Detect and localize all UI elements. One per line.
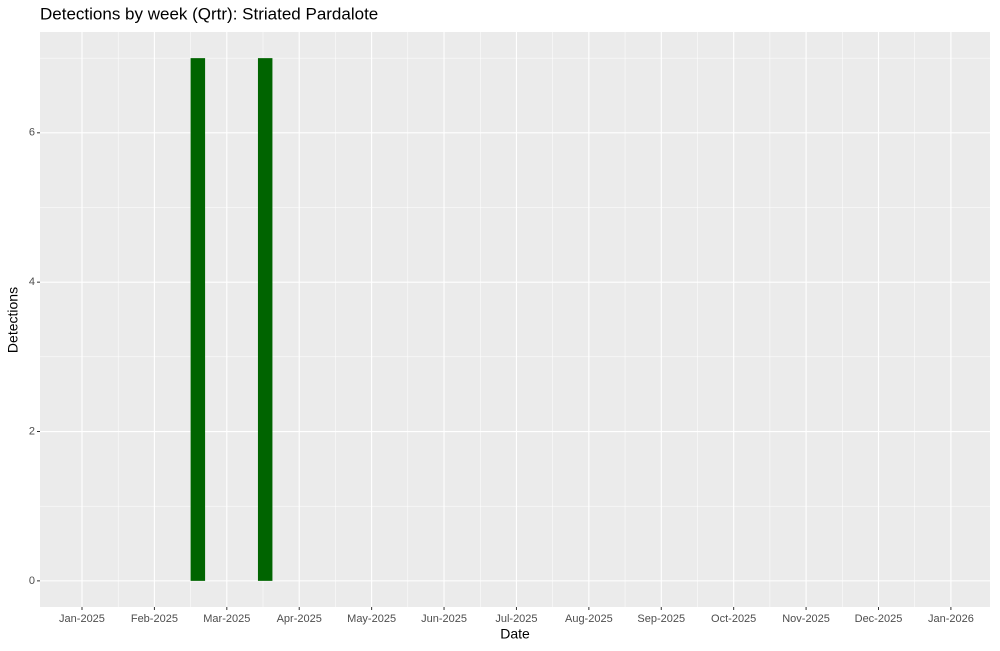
y-tick-label: 2 xyxy=(29,425,35,437)
y-tick-label: 6 xyxy=(29,127,35,139)
x-tick-label: Nov-2025 xyxy=(782,613,830,625)
x-axis-title: Date xyxy=(500,626,530,642)
x-tick-label: Oct-2025 xyxy=(711,613,756,625)
y-axis-title: Detections xyxy=(5,287,21,353)
panel xyxy=(40,32,990,607)
y-tick-label: 0 xyxy=(29,575,35,587)
x-tick-label: Jan-2025 xyxy=(59,613,105,625)
x-tick-label: Aug-2025 xyxy=(565,613,613,625)
x-tick-label: Mar-2025 xyxy=(203,613,250,625)
x-tick-label: Feb-2025 xyxy=(131,613,178,625)
x-tick-label: Sep-2025 xyxy=(637,613,685,625)
y-tick-label: 4 xyxy=(29,276,35,288)
chart-title: Detections by week (Qrtr): Striated Pard… xyxy=(40,4,378,23)
x-tick-label: Jul-2025 xyxy=(495,613,537,625)
x-tick-label: Dec-2025 xyxy=(855,613,903,625)
x-tick-label: Jun-2025 xyxy=(421,613,467,625)
x-tick-label: May-2025 xyxy=(347,613,396,625)
x-tick-label: Jan-2026 xyxy=(928,613,974,625)
x-tick-label: Apr-2025 xyxy=(277,613,322,625)
bar xyxy=(190,58,206,581)
bar xyxy=(257,58,273,581)
